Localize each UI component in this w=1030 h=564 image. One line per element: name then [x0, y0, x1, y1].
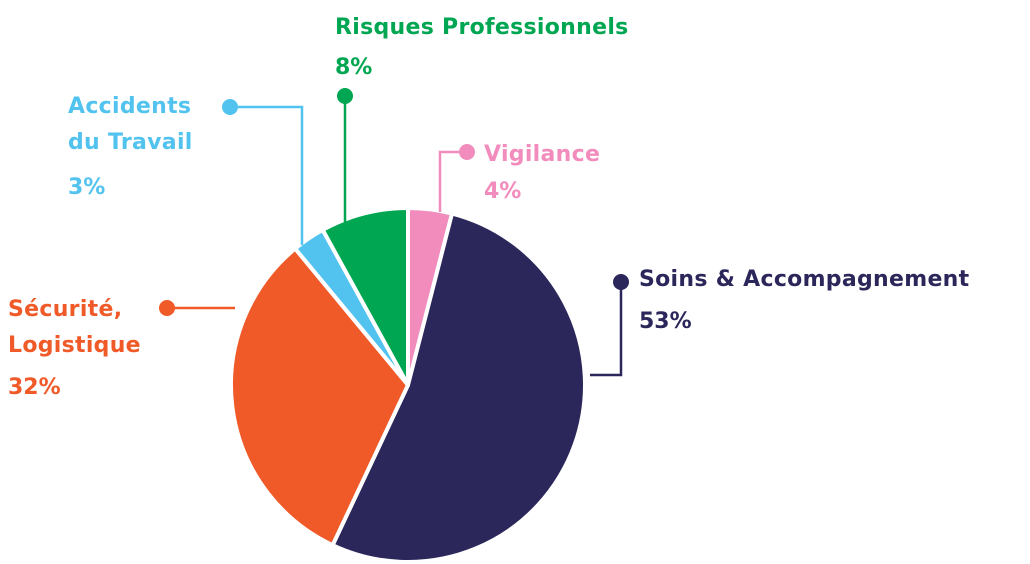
- callout-line: [230, 105, 304, 245]
- pie-slice: [330, 211, 587, 564]
- slice-label: Vigilance: [484, 142, 601, 167]
- callout-dot: [222, 99, 238, 115]
- slice-label: Soins & Accompagnement: [639, 267, 970, 292]
- callout-dot: [159, 300, 175, 316]
- callout-line: [590, 282, 623, 377]
- callout-dot: [337, 88, 353, 104]
- slice-label: Accidents du Travail: [68, 94, 193, 155]
- slice-value-label: 32%: [8, 375, 61, 400]
- slice-value-label: 3%: [68, 175, 106, 200]
- slice-label: Sécurité, Logistique: [8, 297, 141, 358]
- slice-value-label: 8%: [335, 55, 373, 80]
- callout-dot: [613, 274, 629, 290]
- slice-value-label: 53%: [639, 309, 692, 334]
- slice-label: Risques Professionnels: [335, 15, 629, 40]
- slice-value-label: 4%: [484, 179, 522, 204]
- callout-line: [438, 150, 467, 212]
- pie-slice: [229, 246, 410, 548]
- callout-dot: [459, 144, 475, 160]
- pie-slice: [320, 206, 410, 387]
